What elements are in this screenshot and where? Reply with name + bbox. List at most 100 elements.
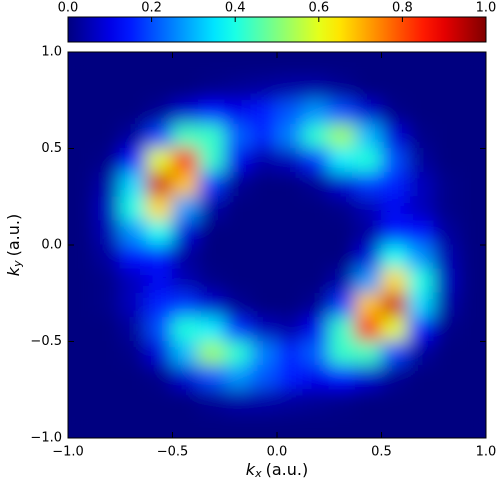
heat-cell — [459, 413, 486, 438]
heat-cell — [328, 148, 356, 174]
heat-cell — [119, 244, 147, 270]
heat-cell — [198, 196, 226, 222]
colorbar-tick-label: 0.4 — [225, 1, 246, 16]
heat-cell — [433, 75, 461, 101]
heat-cell — [198, 172, 226, 198]
heat-cell — [68, 172, 95, 198]
y-tick-label: 0.5 — [41, 141, 62, 156]
heat-cell — [459, 341, 486, 367]
heat-cell — [381, 341, 409, 367]
heat-cell — [224, 413, 252, 438]
heat-cell — [93, 316, 121, 342]
heat-cell — [224, 268, 252, 294]
heat-cell — [381, 75, 409, 101]
heat-cell — [276, 389, 304, 415]
heat-cell — [119, 292, 147, 318]
heat-cell — [250, 268, 278, 294]
y-tick-label: −0.5 — [30, 334, 62, 349]
heat-cell — [302, 268, 330, 294]
heat-cell — [250, 220, 278, 246]
heat-cell — [250, 389, 278, 415]
heat-cell — [381, 389, 409, 415]
heat-cell — [224, 292, 252, 318]
heat-cell — [407, 172, 435, 198]
heat-cell — [407, 292, 435, 318]
heat-cell — [93, 268, 121, 294]
heat-cell — [68, 75, 95, 101]
heat-cell — [93, 75, 121, 101]
heat-cell — [381, 196, 409, 222]
heat-cell — [68, 52, 95, 77]
heat-cell — [302, 172, 330, 198]
heat-cell — [119, 365, 147, 391]
heat-cell — [93, 52, 121, 77]
heat-cell — [93, 123, 121, 149]
x-tick-label: −1.0 — [52, 445, 84, 460]
heat-cell — [459, 365, 486, 391]
heat-cell — [250, 123, 278, 149]
heat-cell — [224, 196, 252, 222]
heat-cell — [172, 413, 200, 438]
heat-cell — [381, 172, 409, 198]
heat-cell — [224, 52, 252, 77]
heat-cell — [276, 196, 304, 222]
heat-cell — [302, 148, 330, 174]
colorbar-tick-label: 0.6 — [308, 1, 329, 16]
heat-cell — [198, 148, 226, 174]
heat-cell — [433, 244, 461, 270]
heat-cell — [119, 75, 147, 101]
x-axis-label: kx (a.u.) — [246, 460, 308, 481]
heat-cell — [302, 75, 330, 101]
heat-cell — [119, 413, 147, 438]
heat-cell — [172, 75, 200, 101]
x-tick-label: 1.0 — [476, 445, 497, 460]
heat-cell — [407, 220, 435, 246]
heat-cell — [145, 244, 173, 270]
heat-cell — [145, 172, 173, 198]
heat-cell — [145, 292, 173, 318]
heat-cell — [276, 172, 304, 198]
heat-cell — [459, 220, 486, 246]
heat-cell — [224, 389, 252, 415]
heat-cell — [407, 123, 435, 149]
heat-cell — [68, 268, 95, 294]
heat-cell — [276, 316, 304, 342]
heat-cell — [381, 244, 409, 270]
heat-cell — [119, 389, 147, 415]
heat-cell — [302, 99, 330, 125]
heat-cell — [145, 52, 173, 77]
heat-cell — [172, 148, 200, 174]
heat-cell — [302, 365, 330, 391]
heat-cell — [354, 389, 382, 415]
heat-cell — [172, 52, 200, 77]
heat-cell — [328, 292, 356, 318]
heat-cell — [276, 268, 304, 294]
heat-cell — [198, 341, 226, 367]
colorbar-tick-label: 0.2 — [141, 1, 162, 16]
heat-cell — [276, 75, 304, 101]
heat-cell — [433, 172, 461, 198]
heat-cell — [68, 316, 95, 342]
heat-cell — [172, 365, 200, 391]
colorbar-tick-label: 1.0 — [476, 1, 497, 16]
heat-cell — [276, 413, 304, 438]
heat-cell — [328, 389, 356, 415]
heat-cell — [459, 99, 486, 125]
heat-cell — [119, 99, 147, 125]
heat-cell — [145, 413, 173, 438]
x-label-unit: (a.u.) — [266, 460, 309, 479]
heat-cell — [407, 99, 435, 125]
heat-cell — [145, 341, 173, 367]
heat-cell — [224, 341, 252, 367]
heat-cell — [433, 365, 461, 391]
heat-cell — [145, 75, 173, 101]
heat-cell — [302, 52, 330, 77]
heat-cell — [407, 389, 435, 415]
heat-cell — [354, 268, 382, 294]
heat-cell — [381, 292, 409, 318]
y-label-subscript: y — [11, 260, 24, 268]
heat-cell — [68, 365, 95, 391]
heat-cell — [459, 172, 486, 198]
x-label-symbol: k — [246, 460, 256, 479]
heat-cell — [145, 220, 173, 246]
